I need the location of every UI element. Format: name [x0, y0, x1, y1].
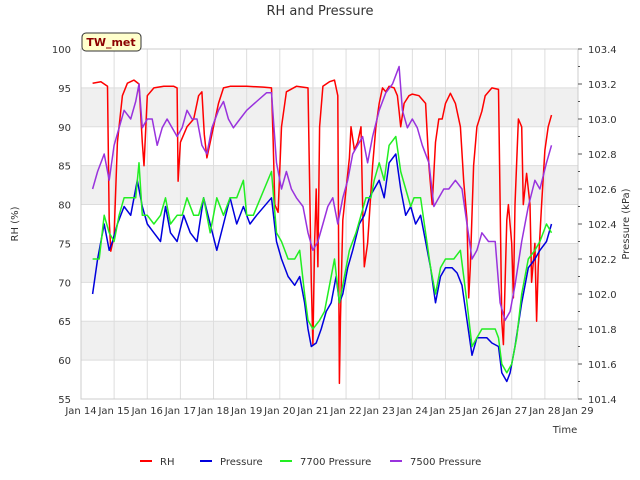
- y-right-tick-label: 102.8: [588, 150, 617, 161]
- y-left-tick-label: 100: [52, 45, 71, 56]
- y-right-tick-label: 103.0: [588, 115, 617, 126]
- y-axis-label-right: Pressure (kPa): [621, 188, 632, 259]
- legend-label-7500-pressure: 7500 Pressure: [410, 457, 481, 468]
- x-tick-label: Jan 24: [396, 406, 428, 417]
- legend: RH Pressure 7700 Pressure 7500 Pressure: [140, 457, 481, 468]
- y-left-tick-label: 80: [58, 201, 71, 212]
- series-rh: [92, 79, 553, 385]
- y-left-tick-label: 85: [58, 162, 71, 173]
- y-right-tick-label: 102.2: [588, 255, 617, 266]
- x-tick-label: Jan 16: [131, 406, 163, 417]
- legend-label-7700-pressure: 7700 Pressure: [300, 457, 371, 468]
- series-layer: [91, 65, 553, 385]
- x-tick-label: Jan 17: [164, 406, 196, 417]
- y-left-tick-label: 55: [58, 395, 71, 406]
- station-badge-box: [81, 32, 142, 52]
- y-left-tick-label: 60: [58, 356, 71, 367]
- y-right-tick-label: 101.4: [588, 395, 617, 406]
- station-badge-label: TW_met: [86, 36, 135, 49]
- legend-label-rh: RH: [160, 457, 174, 468]
- y-right-tick-label: 103.2: [588, 80, 617, 91]
- x-tick-label: Jan 25: [429, 406, 461, 417]
- x-tick-label: Jan 21: [296, 406, 328, 417]
- y-left-tick-label: 95: [58, 84, 71, 95]
- y-right-tick-label: 102.6: [588, 185, 617, 196]
- x-tick-label: Jan 28: [528, 406, 560, 417]
- band-70-75: [81, 243, 578, 283]
- x-tick-label: Jan 26: [462, 406, 494, 417]
- x-tick-label: Jan 19: [230, 406, 262, 417]
- station-badge: TW_met: [81, 32, 142, 52]
- x-tick-label: Jan 29: [561, 406, 593, 417]
- band-80-85: [81, 165, 578, 205]
- x-tick-label: Jan 27: [495, 406, 527, 417]
- band-60-65: [81, 321, 578, 361]
- x-tick-label: Jan 22: [329, 406, 361, 417]
- y-right-tick-label: 103.4: [588, 45, 617, 56]
- x-tick-label: Jan 15: [97, 406, 129, 417]
- y-left-tick-label: 90: [58, 123, 71, 134]
- y-left-tick-label: 70: [58, 278, 71, 289]
- x-axis-label: Time: [552, 425, 577, 436]
- x-tick-label: Jan 20: [263, 406, 295, 417]
- y-left-tick-label: 75: [58, 239, 71, 250]
- y-right-tick-label: 101.8: [588, 325, 617, 336]
- x-tick-label: Jan 14: [64, 406, 96, 417]
- series-7700-pressure: [92, 135, 553, 374]
- band-90-95: [81, 87, 578, 127]
- y-axis-label-left: RH (%): [10, 206, 21, 241]
- x-tick-label: Jan 18: [197, 406, 229, 417]
- legend-label-pressure: Pressure: [220, 457, 263, 468]
- x-tick-label: Jan 23: [363, 406, 395, 417]
- chart-title: RH and Pressure: [266, 4, 373, 19]
- background-bands: [81, 87, 578, 361]
- y-right-tick-label: 101.6: [588, 360, 617, 371]
- y-right-tick-label: 102.0: [588, 290, 617, 301]
- y-left-tick-label: 65: [58, 317, 71, 328]
- series-7500-pressure: [91, 65, 553, 322]
- y-right-tick-label: 102.4: [588, 220, 617, 231]
